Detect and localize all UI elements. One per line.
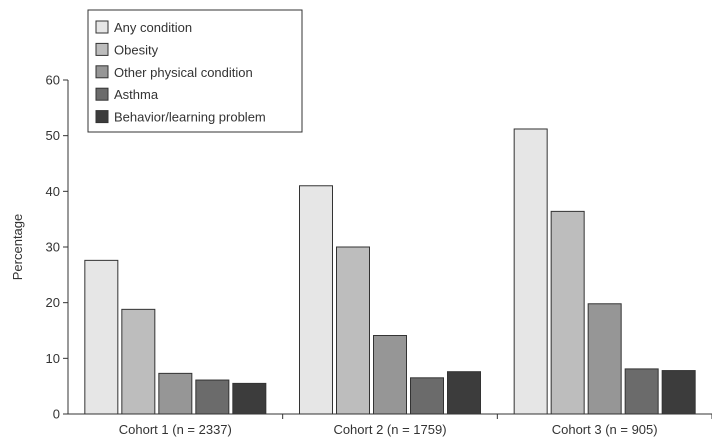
y-tick-label: 60 bbox=[46, 73, 60, 88]
bar bbox=[624, 368, 659, 415]
category-label: Cohort 2 (n = 1759) bbox=[333, 422, 446, 437]
legend-swatch bbox=[95, 20, 109, 34]
legend-label: Other physical condition bbox=[114, 65, 253, 80]
category-labels: Cohort 1 (n = 2337) Cohort 2 (n = 1759) Co… bbox=[119, 414, 712, 437]
legend-label: Obesity bbox=[114, 42, 159, 57]
legend-box bbox=[87, 9, 303, 133]
bar bbox=[232, 382, 267, 415]
legend-swatch bbox=[95, 110, 109, 124]
legend-label: Behavior/learning problem bbox=[114, 110, 266, 125]
bar bbox=[513, 128, 548, 415]
bar bbox=[195, 379, 230, 415]
bar bbox=[410, 377, 444, 415]
bar bbox=[661, 370, 696, 415]
y-tick-label: 0 bbox=[53, 407, 60, 422]
bar bbox=[550, 210, 585, 415]
category-label: Cohort 1 (n = 2337) bbox=[119, 422, 232, 437]
bar bbox=[121, 308, 156, 415]
bar bbox=[336, 246, 370, 415]
y-tick-label: 50 bbox=[46, 128, 60, 143]
bars bbox=[84, 128, 696, 415]
legend-items: Any condition Obesity Other physical condi… bbox=[95, 20, 266, 125]
bar bbox=[84, 259, 119, 415]
legend: Any condition Obesity Other physical condi… bbox=[87, 9, 303, 133]
category-label: Cohort 3 (n = 905) bbox=[552, 422, 658, 437]
legend-swatch bbox=[95, 87, 109, 101]
legend-label: Any condition bbox=[114, 20, 192, 35]
bar bbox=[373, 335, 407, 415]
y-tick-label: 10 bbox=[46, 351, 60, 366]
legend-swatch bbox=[95, 42, 109, 56]
legend-label: Asthma bbox=[114, 87, 159, 102]
bar bbox=[299, 185, 333, 415]
y-axis: 0 10 20 30 40 50 60 bbox=[46, 73, 69, 422]
bar bbox=[158, 372, 193, 415]
bar bbox=[447, 371, 481, 415]
legend-swatch bbox=[95, 65, 109, 79]
y-ticks: 0 10 20 30 40 50 60 bbox=[46, 73, 68, 422]
y-tick-label: 30 bbox=[46, 240, 60, 255]
y-tick-label: 20 bbox=[46, 295, 60, 310]
y-tick-label: 40 bbox=[46, 184, 60, 199]
bar bbox=[587, 303, 622, 415]
y-axis-title: Percentage bbox=[10, 214, 25, 281]
